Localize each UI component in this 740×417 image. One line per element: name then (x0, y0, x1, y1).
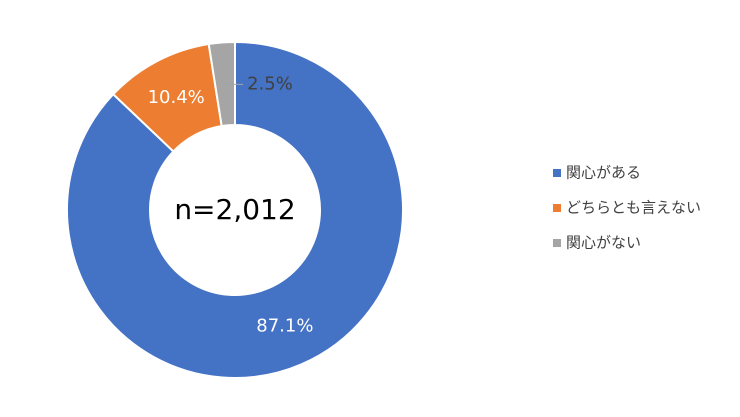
data-label: 2.5% (247, 73, 293, 94)
legend-label: どちらとも言えない (566, 199, 701, 217)
data-label: 10.4% (148, 87, 205, 108)
slice (207, 40, 236, 128)
data-label: 87.1% (256, 315, 313, 336)
slice (66, 40, 404, 379)
legend-swatch (553, 204, 561, 212)
center-annotation: n=2,012 (174, 193, 295, 226)
legend-swatch (553, 239, 561, 247)
legend-label: 関心がある (566, 164, 641, 182)
legend-swatch (553, 169, 561, 177)
legend-label: 関心がない (566, 234, 641, 252)
